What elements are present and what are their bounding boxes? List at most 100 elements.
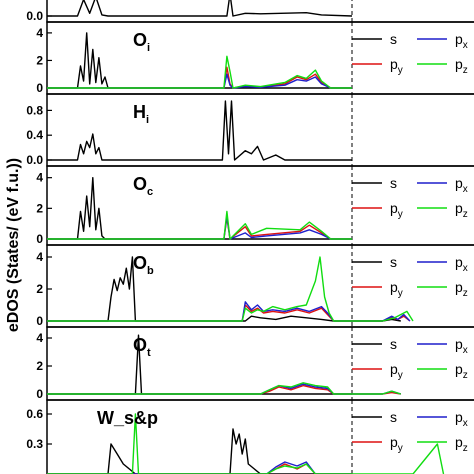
y-tick-label: 0 xyxy=(36,232,43,246)
panel-label: Ot xyxy=(133,335,151,359)
y-tick-label: 4 xyxy=(36,26,43,40)
legend-label-py: py xyxy=(390,56,403,76)
legend-label-px: px xyxy=(455,254,468,274)
y-tick-label: 0.0 xyxy=(26,153,43,167)
legend-label-pz: pz xyxy=(455,279,468,299)
panel-Ot: 0 2 4 Ot s px py pz xyxy=(36,326,474,401)
series-line-s xyxy=(47,0,353,17)
panel-label-subscript: t xyxy=(147,347,151,359)
panel-Oc: 0 2 4 Oc s px py pz xyxy=(36,165,474,246)
series-line-s xyxy=(47,428,352,474)
panel-frame xyxy=(46,165,474,246)
y-tick-label: 0.4 xyxy=(26,128,43,142)
legend-label-py: py xyxy=(390,279,403,299)
series-line-py xyxy=(47,216,352,240)
series-line-pz xyxy=(47,413,445,474)
legend-subscript: z xyxy=(463,209,468,220)
legend-label-s: s xyxy=(390,409,397,425)
legend-label-px: px xyxy=(455,175,468,195)
series-line-px xyxy=(47,301,411,322)
panel-frame xyxy=(46,399,474,474)
legend: s px py pz xyxy=(352,254,468,299)
panel-Oi: 0 2 4 Oi s px py pz xyxy=(36,21,474,95)
panel-frame xyxy=(46,93,474,167)
legend-subscript: x xyxy=(463,184,468,195)
series-line-py xyxy=(47,463,352,474)
series-line-pz xyxy=(47,210,352,240)
y-tick-label: 2 xyxy=(36,359,43,373)
legend-label-px: px xyxy=(455,31,468,51)
legend: s px py pz xyxy=(352,31,468,76)
series-line-pz xyxy=(47,256,414,322)
y-tick-label: 0.0 xyxy=(26,9,43,23)
panel-Ob: 0 2 4 Ob s px py pz xyxy=(36,244,474,328)
legend-subscript: z xyxy=(463,443,468,454)
panel-frame xyxy=(46,21,474,95)
panel-label: Hi xyxy=(133,102,149,126)
series-line-px xyxy=(47,383,402,395)
series-line-s xyxy=(47,256,401,322)
legend-subscript: x xyxy=(463,418,468,429)
series-line-pz xyxy=(47,382,402,395)
series-line-py xyxy=(47,304,411,322)
y-tick-label: 0.6 xyxy=(26,407,43,421)
legend-subscript: x xyxy=(463,40,468,51)
legend-subscript: z xyxy=(463,370,468,381)
y-tick-label: 0 xyxy=(36,314,43,328)
panels-group: 0.0 0 2 4 Oi s px py pz 0.0 0.4 0.8 Hi 0 2 4 Oc s px py pz 0 2… xyxy=(26,0,474,474)
series-line-s xyxy=(47,100,352,161)
y-tick-label: 0.8 xyxy=(26,103,43,117)
y-tick-label: 0 xyxy=(36,81,43,95)
series-line-s xyxy=(47,32,352,89)
panel-frame xyxy=(46,244,474,328)
panel-Hi: 0.0 0.4 0.8 Hi xyxy=(26,93,474,167)
panel-frame xyxy=(46,0,474,23)
panel-W: 0.3 0.6 W_s&p s px py pz xyxy=(26,399,474,474)
panel-label: W_s&p xyxy=(97,408,158,428)
legend-label-s: s xyxy=(390,336,397,352)
y-axis-label: eDOS (States/ (eV f.u.)) xyxy=(5,158,22,332)
y-tick-label: 0 xyxy=(36,387,43,401)
legend-subscript: z xyxy=(463,288,468,299)
y-tick-label: 2 xyxy=(36,201,43,215)
y-tick-label: 2 xyxy=(36,282,43,296)
panel-frame xyxy=(46,326,474,401)
legend-subscript: y xyxy=(398,443,403,454)
panel-label-subscript: c xyxy=(147,186,153,198)
legend-label-s: s xyxy=(390,175,397,191)
panel-label-subscript: i xyxy=(147,42,150,54)
legend-label-pz: pz xyxy=(455,56,468,76)
legend-label-py: py xyxy=(390,434,403,454)
series-line-pz xyxy=(47,55,352,89)
legend-label-s: s xyxy=(390,31,397,47)
panel-top: 0.0 xyxy=(26,0,474,23)
legend-label-pz: pz xyxy=(455,200,468,220)
legend-label-pz: pz xyxy=(455,361,468,381)
legend-label-py: py xyxy=(390,361,403,381)
y-tick-label: 4 xyxy=(36,171,43,185)
y-tick-label: 4 xyxy=(36,250,43,264)
series-line-py xyxy=(47,384,401,395)
legend-label-pz: pz xyxy=(455,434,468,454)
legend-label-px: px xyxy=(455,409,468,429)
legend-label-px: px xyxy=(455,336,468,356)
y-tick-label: 2 xyxy=(36,53,43,67)
panel-label: Oc xyxy=(133,174,153,198)
legend-subscript: x xyxy=(463,345,468,356)
panel-label-subscript: b xyxy=(147,265,154,277)
legend: s px py pz xyxy=(352,336,468,381)
legend-subscript: y xyxy=(398,65,403,76)
panel-label: Oi xyxy=(133,30,150,54)
panel-label: Ob xyxy=(133,253,154,277)
y-tick-label: 4 xyxy=(36,331,43,345)
legend-label-s: s xyxy=(390,254,397,270)
legend: s px py pz xyxy=(352,175,468,220)
legend-subscript: z xyxy=(463,65,468,76)
legend-subscript: y xyxy=(398,288,403,299)
series-line-px xyxy=(47,73,352,89)
legend-subscript: y xyxy=(398,370,403,381)
legend: s px py pz xyxy=(352,409,468,454)
legend-subscript: x xyxy=(463,263,468,274)
series-line-s xyxy=(47,176,352,240)
